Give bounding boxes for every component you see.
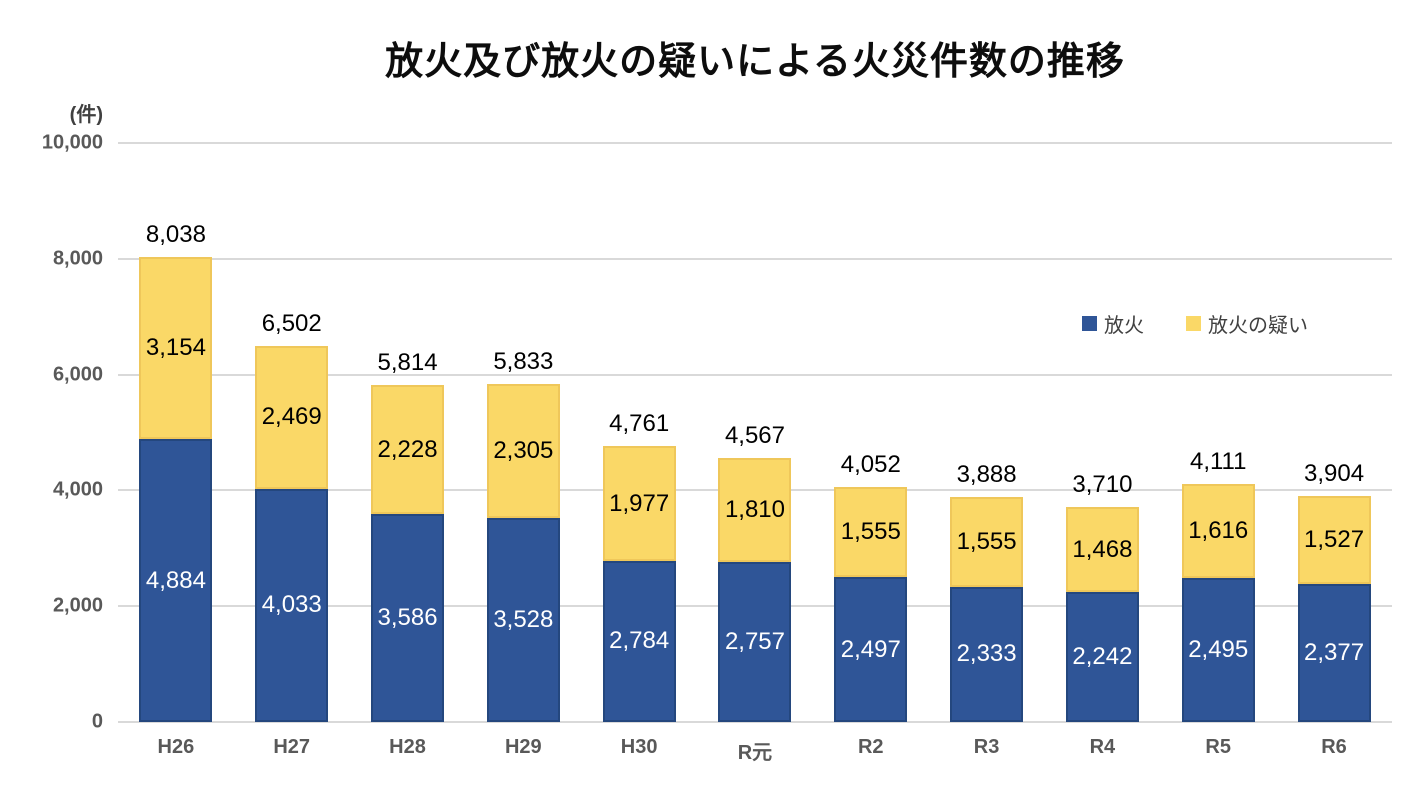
bar-segment-suspected-arson: 1,810 [718, 458, 791, 563]
segment-value-label: 1,555 [957, 528, 1017, 556]
legend: 放火 放火の疑い [1082, 309, 1308, 338]
x-axis-tick-label: H26 [118, 736, 234, 768]
y-axis-tick-label: 0 [92, 711, 103, 734]
legend-label: 放火の疑い [1208, 309, 1308, 338]
y-axis-tick-label: 6,000 [53, 363, 103, 386]
segment-value-label: 1,977 [609, 490, 669, 518]
total-value-label: 4,052 [841, 451, 901, 479]
bar-segment-arson: 2,242 [1066, 592, 1139, 722]
x-axis-tick-label: H27 [234, 736, 350, 768]
total-value-label: 4,567 [725, 422, 785, 450]
bar-group-H26: 8,038 3,154 4,884 [118, 221, 234, 722]
plot-area: 8,038 3,154 4,884 6,502 2,469 4,033 5,814 2,228… [118, 143, 1392, 722]
bar-group-H28: 5,814 2,228 3,586 [350, 349, 466, 722]
bars: 8,038 3,154 4,884 6,502 2,469 4,033 5,814 2,228… [118, 143, 1392, 722]
segment-value-label: 2,377 [1304, 639, 1364, 667]
y-axis-tick-label: 8,000 [53, 247, 103, 270]
total-value-label: 3,888 [957, 461, 1017, 489]
segment-value-label: 3,586 [378, 604, 438, 632]
segment-value-label: 4,033 [262, 591, 322, 619]
segment-value-label: 2,305 [493, 437, 553, 465]
bar-segment-suspected-arson: 1,468 [1066, 507, 1139, 592]
x-axis-tick-label: R4 [1045, 736, 1161, 768]
segment-value-label: 2,242 [1072, 643, 1132, 671]
bar-segment-arson: 2,757 [718, 562, 791, 722]
y-axis-unit-label: (件) [0, 98, 103, 127]
x-axis-tick-label: R6 [1276, 736, 1392, 768]
segment-value-label: 2,497 [841, 636, 901, 664]
bar-segment-arson: 2,495 [1182, 578, 1255, 722]
bar-segment-arson: 2,497 [834, 577, 907, 722]
bar-group-R2: 4,052 1,555 2,497 [813, 451, 929, 722]
total-value-label: 4,111 [1190, 448, 1247, 476]
bar-segment-arson: 3,528 [487, 518, 560, 722]
bar-segment-suspected-arson: 1,616 [1182, 484, 1255, 578]
segment-value-label: 2,228 [378, 436, 438, 464]
segment-value-label: 1,468 [1072, 536, 1132, 564]
x-axis-tick-label: R元 [697, 736, 813, 768]
total-value-label: 5,833 [493, 348, 553, 376]
x-axis-tick-label: H30 [581, 736, 697, 768]
segment-value-label: 1,616 [1188, 517, 1248, 545]
x-axis-tick-label: R3 [929, 736, 1045, 768]
y-axis-tick-label: 2,000 [53, 595, 103, 618]
segment-value-label: 3,154 [146, 334, 206, 362]
bar-group-R元: 4,567 1,810 2,757 [697, 422, 813, 722]
legend-item-arson: 放火 [1082, 309, 1144, 338]
total-value-label: 4,761 [609, 410, 669, 438]
segment-value-label: 1,527 [1304, 526, 1364, 554]
x-axis-tick-label: R2 [813, 736, 929, 768]
legend-label: 放火 [1104, 309, 1144, 338]
segment-value-label: 2,333 [957, 640, 1017, 668]
bar-group-H29: 5,833 2,305 3,528 [465, 348, 581, 722]
y-axis-labels: 02,0004,0006,0008,00010,000 [0, 143, 103, 722]
bar-group-R4: 3,710 1,468 2,242 [1045, 471, 1161, 722]
segment-value-label: 3,528 [493, 606, 553, 634]
y-axis-tick-label: 4,000 [53, 479, 103, 502]
y-axis-tick-label: 10,000 [42, 132, 103, 155]
bar-group-R6: 3,904 1,527 2,377 [1276, 460, 1392, 722]
total-value-label: 3,904 [1304, 460, 1364, 488]
bar-group-R5: 4,111 1,616 2,495 [1160, 448, 1276, 722]
bar-segment-arson: 4,033 [255, 489, 328, 723]
segment-value-label: 2,495 [1188, 636, 1248, 664]
total-value-label: 8,038 [146, 221, 206, 249]
bar-segment-arson: 2,377 [1298, 584, 1371, 722]
legend-item-suspected-arson: 放火の疑い [1186, 309, 1308, 338]
x-axis-tick-label: H28 [350, 736, 466, 768]
chart-title: 放火及び放火の疑いによる火災件数の推移 [118, 30, 1392, 85]
legend-swatch-icon [1186, 316, 1201, 331]
x-axis-labels: H26H27H28H29H30R元R2R3R4R5R6 [118, 736, 1392, 768]
segment-value-label: 1,810 [725, 496, 785, 524]
bar-group-H27: 6,502 2,469 4,033 [234, 310, 350, 722]
x-axis-tick-label: H29 [465, 736, 581, 768]
total-value-label: 5,814 [378, 349, 438, 377]
bar-segment-arson: 2,333 [950, 587, 1023, 722]
bar-segment-arson: 3,586 [371, 514, 444, 722]
bar-segment-suspected-arson: 3,154 [139, 257, 212, 440]
legend-swatch-icon [1082, 316, 1097, 331]
bar-segment-arson: 2,784 [603, 561, 676, 722]
bar-group-R3: 3,888 1,555 2,333 [929, 461, 1045, 722]
bar-segment-suspected-arson: 2,305 [487, 384, 560, 517]
bar-group-H30: 4,761 1,977 2,784 [581, 410, 697, 722]
x-axis-tick-label: R5 [1160, 736, 1276, 768]
segment-value-label: 4,884 [146, 567, 206, 595]
segment-value-label: 2,784 [609, 627, 669, 655]
bar-segment-suspected-arson: 1,555 [834, 487, 907, 577]
bar-segment-suspected-arson: 1,977 [603, 446, 676, 560]
bar-segment-arson: 4,884 [139, 439, 212, 722]
bar-segment-suspected-arson: 2,469 [255, 346, 328, 489]
bar-segment-suspected-arson: 1,555 [950, 497, 1023, 587]
bar-segment-suspected-arson: 1,527 [1298, 496, 1371, 584]
segment-value-label: 1,555 [841, 518, 901, 546]
total-value-label: 3,710 [1072, 471, 1132, 499]
segment-value-label: 2,469 [262, 403, 322, 431]
segment-value-label: 2,757 [725, 628, 785, 656]
total-value-label: 6,502 [262, 310, 322, 338]
bar-segment-suspected-arson: 2,228 [371, 385, 444, 514]
